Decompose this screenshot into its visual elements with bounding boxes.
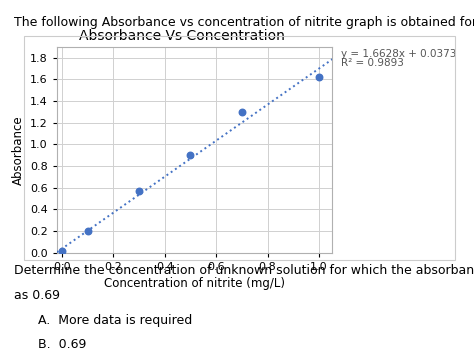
Point xyxy=(238,109,246,115)
Text: R² = 0.9893: R² = 0.9893 xyxy=(341,58,404,69)
Y-axis label: Absorbance: Absorbance xyxy=(11,115,25,184)
Point xyxy=(84,228,91,234)
Text: The following Absorbance vs concentration of nitrite graph is obtained for a set: The following Absorbance vs concentratio… xyxy=(14,16,474,29)
Text: Absorbance Vs Concentration: Absorbance Vs Concentration xyxy=(79,29,285,43)
Point xyxy=(315,74,323,80)
Point xyxy=(58,248,66,253)
X-axis label: Concentration of nitrite (mg/L): Concentration of nitrite (mg/L) xyxy=(104,277,285,290)
Text: y = 1.6628x + 0.0373: y = 1.6628x + 0.0373 xyxy=(341,49,456,59)
Text: A.  More data is required: A. More data is required xyxy=(38,314,192,327)
Text: B.  0.69: B. 0.69 xyxy=(38,338,86,351)
Point xyxy=(135,188,143,194)
Text: as 0.69: as 0.69 xyxy=(14,289,60,302)
Point xyxy=(187,152,194,158)
Text: Determine the concentration of unknown solution for which the absorbance is dete: Determine the concentration of unknown s… xyxy=(14,264,474,277)
